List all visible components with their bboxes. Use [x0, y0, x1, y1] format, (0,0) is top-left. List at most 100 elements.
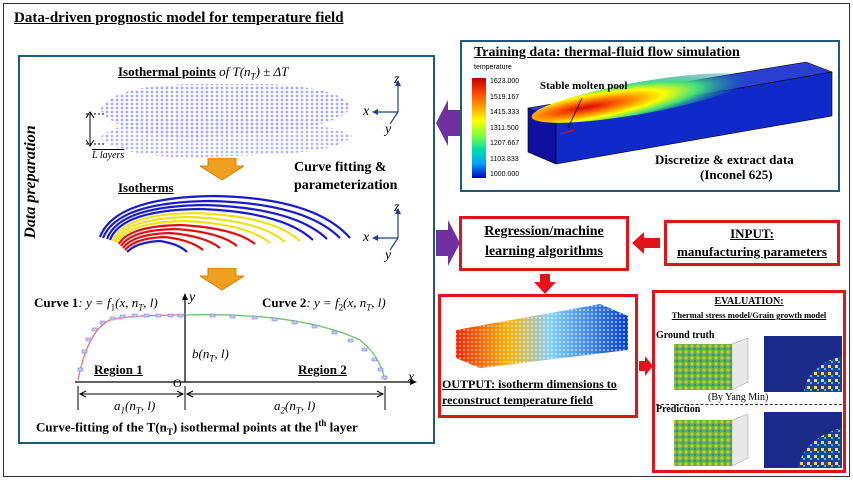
- input-line1: INPUT:: [730, 226, 774, 241]
- discretize-label: Discretize & extract data: [655, 152, 794, 167]
- a2-dimension-label: a2(nT, l): [274, 398, 315, 416]
- colorbar-tick: 1103.833: [490, 155, 519, 163]
- axes-triad-top: [372, 80, 401, 125]
- figure-title: Data-driven prognostic model for tempera…: [14, 10, 344, 26]
- red-arrow-right: [639, 356, 653, 376]
- caption-pre: Curve-fitting of the T(n: [36, 419, 167, 435]
- isotherm-curves: [98, 194, 351, 253]
- a1-dimension-label: a1(nT, l): [114, 398, 155, 416]
- output-temperature-field: [456, 304, 628, 368]
- curve2-nt-sub: T: [366, 302, 372, 313]
- axis-z-label-mid: z: [394, 200, 400, 215]
- colorbar-ticks: 1623.000 1519.167 1415.333 1311.500 1207…: [490, 78, 519, 178]
- colorbar: [472, 78, 486, 178]
- curve1-annotation: Curve 1: y = f1(x, nT, l): [34, 295, 158, 313]
- data-preparation-panel: [18, 55, 435, 444]
- parameterization-label: parameterization: [294, 178, 398, 193]
- curve1-nt-sub: T: [138, 302, 144, 313]
- b-sub: T: [209, 353, 215, 364]
- region1-label: Region 1: [94, 362, 143, 377]
- a2-tail: (n: [285, 398, 296, 413]
- ground-truth-grain-cube: [674, 338, 749, 391]
- isotherms-label: Isotherms: [118, 180, 174, 195]
- caption-mid: ) isothermal points at the l: [172, 419, 319, 435]
- down-arrow-1: [200, 158, 244, 180]
- caption-sup: th: [318, 418, 327, 428]
- input-line2: manufacturing parameters: [677, 244, 827, 259]
- isothermal-point-cloud: [85, 84, 352, 158]
- prediction-stress-map: [764, 412, 842, 468]
- a1-nt-sub: T: [135, 405, 141, 416]
- colorbar-title: temperature: [474, 64, 512, 71]
- origin-label: O: [173, 376, 182, 390]
- axis-z-label-top: z: [394, 72, 400, 87]
- a2-sub: 2: [280, 405, 286, 416]
- simulation-block: [526, 61, 834, 165]
- axis-x-label-mid: x: [363, 230, 370, 245]
- training-data-title: Training data: thermal-fluid flow simula…: [474, 45, 740, 60]
- prediction-grain-cube: [674, 414, 749, 467]
- a1-tail2: , l): [140, 398, 156, 413]
- isothermal-formula-sub: T: [250, 71, 256, 82]
- axis-x-label-fit: x: [408, 370, 415, 385]
- curve1-formula-sub: 1: [110, 302, 116, 313]
- colorbar-tick: 1519.167: [490, 93, 520, 101]
- axis-y-label-top: y: [385, 122, 392, 137]
- caption-sub: T: [166, 426, 173, 437]
- axis-x-label-top: x: [363, 104, 370, 119]
- caption-tail: layer: [326, 419, 358, 435]
- regression-line1: Regression/machine: [484, 224, 604, 239]
- regression-line2: learning algorithms: [485, 244, 603, 259]
- red-arrow-down: [534, 274, 556, 294]
- red-arrow-left: [632, 232, 660, 254]
- axis-y-label-fit: y: [189, 290, 196, 305]
- regression-box: [459, 216, 629, 271]
- a1-label: a: [114, 398, 121, 413]
- colorbar-tick: 1311.500: [490, 124, 519, 132]
- b-label-tail: , l): [214, 346, 229, 361]
- colorbar-tick: 1415.333: [490, 109, 520, 116]
- curve1-label: Curve 1: [34, 295, 79, 310]
- molten-pool-label: Stable molten pool: [540, 80, 628, 92]
- a2-label: a: [274, 398, 281, 413]
- curve2-label: Curve 2: [262, 295, 307, 310]
- input-box: [664, 220, 840, 266]
- evaluation-divider: [656, 404, 842, 405]
- isothermal-formula-tail: ) ± ΔT: [255, 64, 289, 79]
- curve2-formula: : y = f: [306, 295, 339, 310]
- a2-nt-sub: T: [295, 405, 301, 416]
- b-dimension-label: b(nT, l): [192, 346, 229, 364]
- colorbar-tick: 1623.000: [490, 78, 520, 85]
- curve1-formula-tail2: , l): [143, 295, 158, 310]
- b-label: b(n: [192, 346, 210, 361]
- curve-fitting-diagram: [75, 293, 417, 410]
- figure-frame: [3, 3, 850, 477]
- curve2-formula-sub: 2: [338, 302, 344, 313]
- a2-tail2: , l): [300, 398, 316, 413]
- purple-arrow-top: [436, 100, 460, 146]
- evaluation-subtitle: Thermal stress model/Grain growth model: [671, 310, 827, 320]
- axis-y-label-mid: y: [385, 248, 392, 263]
- curve2-formula-tail2: , l): [371, 295, 386, 310]
- isothermal-points-heading: Isothermal points of T(nT) ± ΔT: [118, 64, 288, 82]
- colorbar-tick: 1207.667: [490, 140, 520, 147]
- output-line2: reconstruct temperature field: [442, 393, 593, 407]
- isothermal-formula: of T(n: [215, 64, 251, 79]
- data-preparation-label: Data preparation: [22, 125, 39, 239]
- ground-truth-stress-map: [764, 336, 842, 392]
- ground-truth-label: Ground truth: [656, 330, 715, 341]
- curve1-formula-tail: (x, n: [115, 295, 139, 310]
- curve-fitting-label: Curve fitting &: [294, 160, 387, 175]
- a1-sub: 1: [120, 405, 126, 416]
- evaluation-title: EVALUATION:: [714, 296, 784, 307]
- colorbar-tick: 1000.000: [490, 171, 520, 178]
- region2-label: Region 2: [298, 362, 347, 377]
- purple-arrow-middle: [436, 220, 460, 266]
- training-data-panel: [460, 40, 840, 192]
- curve2-annotation: Curve 2: y = f2(x, nT, l): [262, 295, 386, 313]
- down-arrow-2: [200, 268, 244, 290]
- axes-triad-middle: [372, 208, 401, 251]
- curve2-formula-tail: (x, n: [343, 295, 367, 310]
- a1-tail: (n: [125, 398, 136, 413]
- isothermal-points-label: Isothermal points: [118, 64, 216, 79]
